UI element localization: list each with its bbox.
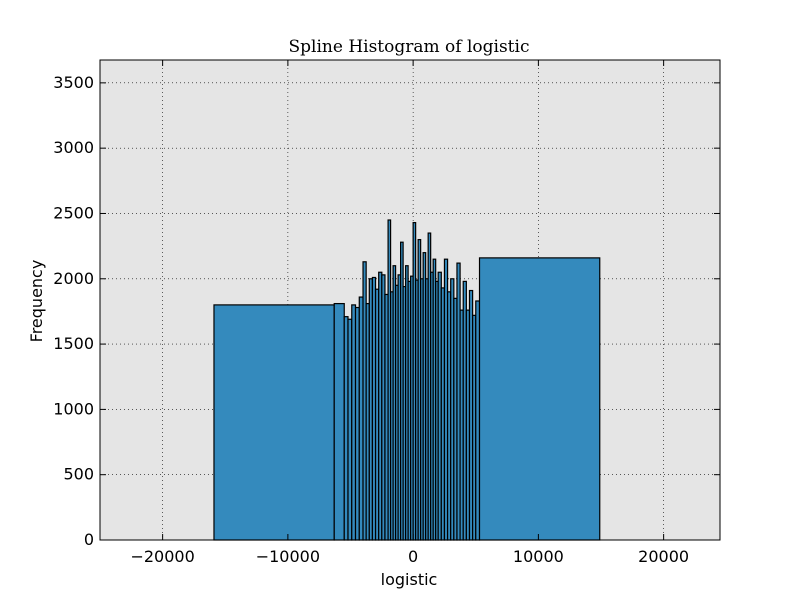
y-axis-label: Frequency	[27, 260, 46, 343]
x-tick-label: 10000	[513, 547, 564, 566]
histogram-bar	[213, 304, 335, 541]
y-tick-label: 1500	[53, 334, 94, 353]
y-tick-label: 1000	[53, 399, 94, 418]
histogram-bar	[333, 302, 345, 541]
x-tick-label: 20000	[638, 547, 689, 566]
x-tick-label: −20000	[130, 547, 194, 566]
plot-frame	[99, 59, 721, 541]
axis-ticks: −20000 −10000 0 10000 20000 0 500 1000 1500 2000 2…	[53, 60, 720, 566]
chart-title: Spline Histogram of logistic	[289, 37, 530, 57]
y-tick-label: 500	[63, 465, 94, 484]
x-axis-label: logistic	[381, 570, 438, 589]
histogram-bars	[213, 219, 601, 541]
y-tick-label: 0	[84, 530, 94, 549]
y-tick-label: 2500	[53, 203, 94, 222]
y-tick-label: 3000	[53, 138, 94, 157]
y-tick-label: 3500	[53, 73, 94, 92]
x-tick-label: 0	[408, 547, 418, 566]
x-tick-label: −10000	[256, 547, 320, 566]
histogram-bar	[478, 257, 601, 541]
y-tick-label: 2000	[53, 269, 94, 288]
